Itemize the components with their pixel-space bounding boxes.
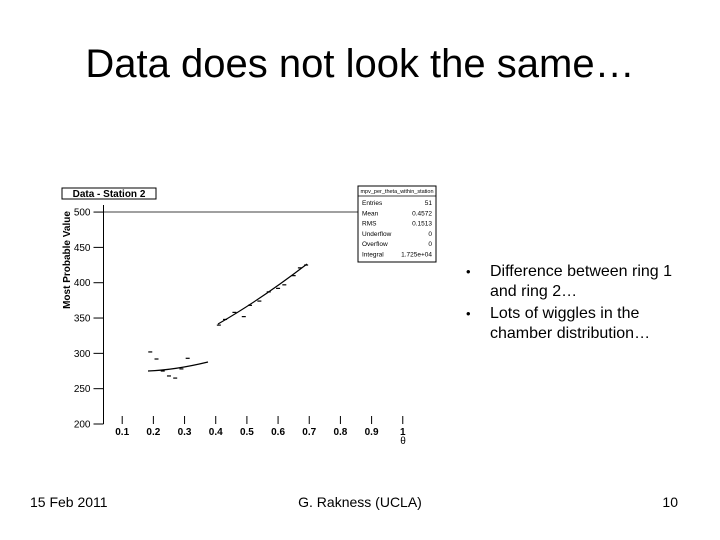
x-tick-label: 0.9 xyxy=(365,427,379,438)
fit-curve xyxy=(217,263,308,325)
stats-value: 0 xyxy=(428,241,432,248)
x-tick-label: 0.4 xyxy=(209,427,223,438)
x-tick-label: 0.2 xyxy=(146,427,160,438)
x-tick-label: 0.5 xyxy=(240,427,254,438)
chart-title-box xyxy=(61,187,157,200)
footer-author: G. Rakness (UCLA) xyxy=(298,494,422,510)
x-tick-label: 1 xyxy=(400,427,406,438)
y-tick-label: 350 xyxy=(74,314,91,325)
x-axis-label: θ xyxy=(400,436,406,447)
bullet: Difference between ring 1 and ring 2… xyxy=(462,262,702,302)
x-tick-label: 0.8 xyxy=(333,427,347,438)
x-tick-label: 0.1 xyxy=(115,427,129,438)
stats-value: 0.4572 xyxy=(412,210,432,217)
footer-page: 10 xyxy=(662,494,678,510)
y-tick-label: 500 xyxy=(74,208,91,219)
stats-value: 51 xyxy=(425,200,433,207)
x-tick-label: 0.6 xyxy=(271,427,285,438)
stats-key: Mean xyxy=(362,210,379,217)
bullet: Lots of wiggles in the chamber distribut… xyxy=(462,304,702,344)
stats-value: 0.1513 xyxy=(412,221,432,228)
stats-key: Entries xyxy=(362,200,383,207)
stats-key: Integral xyxy=(362,252,384,259)
slide-title: Data does not look the same… xyxy=(85,42,635,86)
stats-key: Underflow xyxy=(362,231,392,238)
stats-key: RMS xyxy=(362,221,377,228)
stats-value: 1.725e+04 xyxy=(401,252,432,259)
y-tick-label: 450 xyxy=(74,243,91,254)
x-tick-label: 0.3 xyxy=(178,427,192,438)
stats-value: 0 xyxy=(428,231,432,238)
x-tick-label: 0.7 xyxy=(302,427,316,438)
stats-key: Overflow xyxy=(362,241,388,248)
stats-box xyxy=(357,185,437,263)
y-tick-label: 250 xyxy=(74,384,91,395)
fit-curve xyxy=(147,361,209,372)
footer-date: 15 Feb 2011 xyxy=(30,494,108,510)
y-tick-label: 200 xyxy=(74,420,91,431)
y-tick-label: 400 xyxy=(74,278,91,289)
chart-title: Data - Station 2 xyxy=(73,189,146,200)
y-tick-label: 300 xyxy=(74,349,91,360)
stats-title: mpv_per_theta_within_station xyxy=(360,189,433,195)
bullet-list: Difference between ring 1 and ring 2… Lo… xyxy=(462,262,702,346)
y-axis-label: Most Probable Value xyxy=(62,211,73,309)
